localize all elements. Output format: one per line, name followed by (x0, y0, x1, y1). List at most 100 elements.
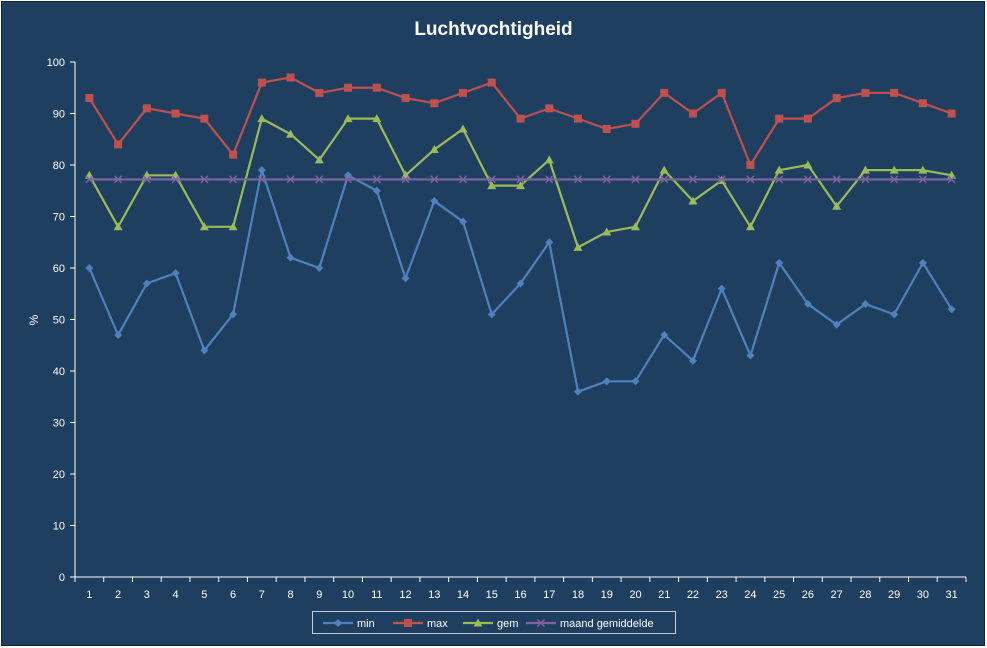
data-point (430, 197, 439, 206)
data-point (516, 279, 525, 288)
x-tick-label: 14 (457, 589, 469, 601)
legend-label: max (427, 618, 448, 630)
x-tick-label: 6 (230, 589, 236, 601)
x-tick-label: 13 (428, 589, 440, 601)
x-tick-label: 2 (115, 589, 121, 601)
data-point (659, 165, 669, 174)
data-point (602, 227, 612, 236)
x-tick-label: 31 (946, 589, 958, 601)
data-point (746, 175, 755, 184)
x-tick-label: 26 (802, 589, 814, 601)
data-point (918, 175, 927, 184)
data-point (660, 88, 669, 97)
data-point (229, 310, 238, 319)
data-point (286, 129, 296, 138)
data-point (142, 175, 151, 184)
x-tick-label: 25 (773, 589, 785, 601)
x-tick-label: 28 (859, 589, 871, 601)
data-point (717, 284, 726, 293)
data-point (803, 160, 813, 169)
data-point (200, 175, 209, 184)
data-point (401, 274, 410, 283)
data-point (630, 222, 640, 231)
data-point (257, 114, 267, 123)
data-point (745, 222, 755, 231)
data-point (861, 175, 870, 184)
data-point (774, 165, 784, 174)
x-tick-label: 23 (716, 589, 728, 601)
data-point (459, 217, 468, 226)
data-point (688, 175, 697, 184)
data-point (775, 114, 784, 123)
legend-marker (334, 619, 342, 627)
y-axis-label: % (27, 314, 41, 325)
data-point (775, 175, 784, 184)
legend-item: min (323, 618, 375, 630)
data-point (315, 175, 324, 184)
data-point (458, 124, 468, 133)
data-point (803, 175, 812, 184)
data-point (861, 300, 870, 309)
x-tick-label: 15 (486, 589, 498, 601)
data-point (947, 175, 956, 184)
x-tick-label: 30 (917, 589, 929, 601)
data-point (171, 269, 180, 278)
data-point (401, 175, 410, 184)
y-tick-label: 50 (53, 315, 65, 327)
data-point (832, 175, 841, 184)
data-point (257, 175, 266, 184)
data-point (372, 186, 381, 195)
legend-label: gem (497, 618, 518, 630)
data-point (631, 119, 640, 128)
data-point (114, 140, 123, 149)
data-point (631, 175, 640, 184)
data-point (487, 310, 496, 319)
data-point (171, 109, 180, 118)
data-point (803, 300, 812, 309)
data-point (544, 155, 554, 164)
legend-marker (537, 619, 545, 627)
data-point (487, 175, 496, 184)
data-point (114, 175, 123, 184)
data-point (286, 175, 295, 184)
y-tick-label: 40 (53, 366, 65, 378)
x-tick-label: 27 (831, 589, 843, 601)
data-point (344, 83, 353, 92)
data-point (429, 145, 439, 154)
data-point (573, 387, 582, 396)
data-point (516, 175, 525, 184)
legend-label: maand gemiddelde (560, 618, 654, 630)
data-point (516, 114, 525, 123)
legend-item: max (393, 618, 448, 630)
data-point (315, 264, 324, 272)
data-point (660, 330, 669, 339)
data-point (257, 78, 266, 87)
data-point (688, 109, 697, 118)
data-point (171, 175, 180, 184)
x-tick-label: 18 (572, 589, 584, 601)
x-tick-label: 12 (399, 589, 411, 601)
data-point (889, 165, 899, 174)
x-tick-label: 16 (514, 589, 526, 601)
data-point (717, 88, 726, 97)
x-tick-label: 22 (687, 589, 699, 601)
data-point (200, 114, 209, 123)
data-point (84, 170, 94, 179)
series-min (85, 166, 956, 396)
data-point (573, 175, 582, 184)
data-point (803, 114, 812, 123)
data-point (947, 305, 956, 314)
x-tick-label: 21 (658, 589, 670, 601)
x-tick-label: 20 (629, 589, 641, 601)
data-point (85, 264, 94, 272)
data-point (573, 114, 582, 123)
x-tick-label: 17 (543, 589, 555, 601)
data-point (459, 175, 468, 184)
data-point (918, 165, 928, 174)
data-point (545, 175, 554, 184)
data-point (487, 181, 497, 190)
data-point (832, 94, 841, 103)
data-point (746, 351, 755, 360)
data-point (430, 175, 439, 184)
